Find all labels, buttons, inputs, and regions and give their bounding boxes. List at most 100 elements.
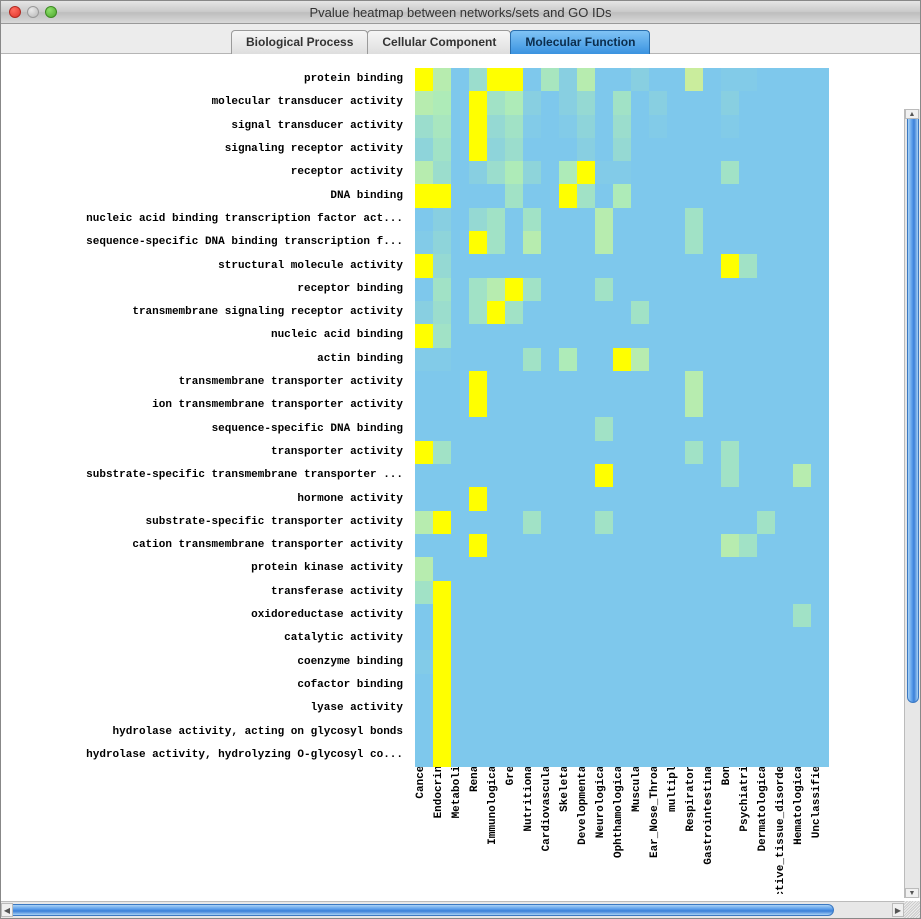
heatmap-cell-r0-c5[interactable] [505,68,523,91]
heatmap-cell-r19-c2[interactable] [451,511,469,534]
heatmap-cell-r15-c5[interactable] [505,417,523,440]
heatmap-cell-r29-c20[interactable] [775,744,793,767]
heatmap-cell-r0-c7[interactable] [541,68,559,91]
heatmap-cell-r29-c12[interactable] [631,744,649,767]
heatmap-cell-r13-c17[interactable] [721,371,739,394]
heatmap-cell-r13-c20[interactable] [775,371,793,394]
heatmap-cell-r27-c1[interactable] [433,697,451,720]
heatmap-cell-r5-c14[interactable] [667,184,685,207]
heatmap-cell-r27-c22[interactable] [811,697,829,720]
heatmap-cell-r10-c9[interactable] [577,301,595,324]
heatmap-cell-r17-c7[interactable] [541,464,559,487]
heatmap-cell-r23-c2[interactable] [451,604,469,627]
heatmap-cell-r13-c14[interactable] [667,371,685,394]
heatmap-cell-r28-c22[interactable] [811,720,829,743]
heatmap-cell-r9-c14[interactable] [667,278,685,301]
heatmap-cell-r20-c15[interactable] [685,534,703,557]
heatmap-cell-r23-c0[interactable] [415,604,433,627]
heatmap-cell-r20-c14[interactable] [667,534,685,557]
heatmap-cell-r27-c11[interactable] [613,697,631,720]
heatmap-cell-r3-c13[interactable] [649,138,667,161]
heatmap-cell-r9-c1[interactable] [433,278,451,301]
heatmap-cell-r5-c17[interactable] [721,184,739,207]
heatmap-cell-r7-c3[interactable] [469,231,487,254]
heatmap-cell-r26-c10[interactable] [595,674,613,697]
heatmap-cell-r0-c8[interactable] [559,68,577,91]
heatmap-cell-r25-c21[interactable] [793,650,811,673]
heatmap-cell-r22-c11[interactable] [613,581,631,604]
heatmap-cell-r20-c11[interactable] [613,534,631,557]
heatmap-cell-r29-c5[interactable] [505,744,523,767]
heatmap-cell-r2-c17[interactable] [721,115,739,138]
heatmap-cell-r11-c20[interactable] [775,324,793,347]
heatmap-cell-r10-c16[interactable] [703,301,721,324]
heatmap-cell-r2-c0[interactable] [415,115,433,138]
heatmap-cell-r2-c20[interactable] [775,115,793,138]
heatmap-cell-r22-c4[interactable] [487,581,505,604]
heatmap-cell-r7-c9[interactable] [577,231,595,254]
heatmap-cell-r28-c2[interactable] [451,720,469,743]
heatmap-cell-r9-c12[interactable] [631,278,649,301]
heatmap-cell-r3-c17[interactable] [721,138,739,161]
heatmap-cell-r12-c13[interactable] [649,348,667,371]
heatmap-cell-r8-c4[interactable] [487,254,505,277]
heatmap-cell-r29-c21[interactable] [793,744,811,767]
heatmap-cell-r20-c21[interactable] [793,534,811,557]
heatmap-cell-r11-c2[interactable] [451,324,469,347]
heatmap-cell-r24-c20[interactable] [775,627,793,650]
heatmap-cell-r2-c18[interactable] [739,115,757,138]
heatmap-cell-r15-c7[interactable] [541,417,559,440]
heatmap-cell-r10-c3[interactable] [469,301,487,324]
heatmap-cell-r7-c13[interactable] [649,231,667,254]
heatmap-cell-r17-c6[interactable] [523,464,541,487]
heatmap-cell-r21-c18[interactable] [739,557,757,580]
heatmap-cell-r19-c9[interactable] [577,511,595,534]
heatmap-cell-r20-c7[interactable] [541,534,559,557]
heatmap-cell-r20-c20[interactable] [775,534,793,557]
heatmap-cell-r0-c1[interactable] [433,68,451,91]
heatmap-cell-r11-c22[interactable] [811,324,829,347]
heatmap-cell-r14-c8[interactable] [559,394,577,417]
heatmap-cell-r4-c1[interactable] [433,161,451,184]
heatmap-cell-r21-c21[interactable] [793,557,811,580]
heatmap-cell-r0-c2[interactable] [451,68,469,91]
heatmap-cell-r19-c16[interactable] [703,511,721,534]
heatmap-cell-r18-c16[interactable] [703,487,721,510]
heatmap-cell-r24-c4[interactable] [487,627,505,650]
heatmap-cell-r2-c11[interactable] [613,115,631,138]
heatmap-cell-r24-c14[interactable] [667,627,685,650]
heatmap-cell-r29-c3[interactable] [469,744,487,767]
heatmap-cell-r1-c19[interactable] [757,91,775,114]
heatmap-cell-r17-c2[interactable] [451,464,469,487]
heatmap-cell-r24-c2[interactable] [451,627,469,650]
heatmap-cell-r14-c18[interactable] [739,394,757,417]
heatmap-cell-r4-c12[interactable] [631,161,649,184]
heatmap-cell-r3-c10[interactable] [595,138,613,161]
heatmap-cell-r28-c16[interactable] [703,720,721,743]
heatmap-cell-r4-c3[interactable] [469,161,487,184]
heatmap-cell-r6-c10[interactable] [595,208,613,231]
heatmap-cell-r18-c5[interactable] [505,487,523,510]
heatmap-cell-r26-c20[interactable] [775,674,793,697]
heatmap-cell-r9-c2[interactable] [451,278,469,301]
heatmap-cell-r8-c10[interactable] [595,254,613,277]
heatmap-cell-r18-c4[interactable] [487,487,505,510]
heatmap-cell-r26-c8[interactable] [559,674,577,697]
heatmap-cell-r12-c7[interactable] [541,348,559,371]
heatmap-cell-r17-c21[interactable] [793,464,811,487]
heatmap-cell-r29-c18[interactable] [739,744,757,767]
heatmap-cell-r5-c16[interactable] [703,184,721,207]
heatmap-cell-r25-c15[interactable] [685,650,703,673]
heatmap-cell-r24-c3[interactable] [469,627,487,650]
heatmap-cell-r7-c22[interactable] [811,231,829,254]
heatmap-cell-r4-c10[interactable] [595,161,613,184]
heatmap-cell-r26-c13[interactable] [649,674,667,697]
heatmap-cell-r8-c1[interactable] [433,254,451,277]
heatmap-cell-r19-c7[interactable] [541,511,559,534]
heatmap-cell-r20-c17[interactable] [721,534,739,557]
heatmap-cell-r20-c16[interactable] [703,534,721,557]
heatmap-cell-r27-c16[interactable] [703,697,721,720]
heatmap-cell-r25-c6[interactable] [523,650,541,673]
heatmap-cell-r24-c0[interactable] [415,627,433,650]
heatmap-cell-r14-c20[interactable] [775,394,793,417]
